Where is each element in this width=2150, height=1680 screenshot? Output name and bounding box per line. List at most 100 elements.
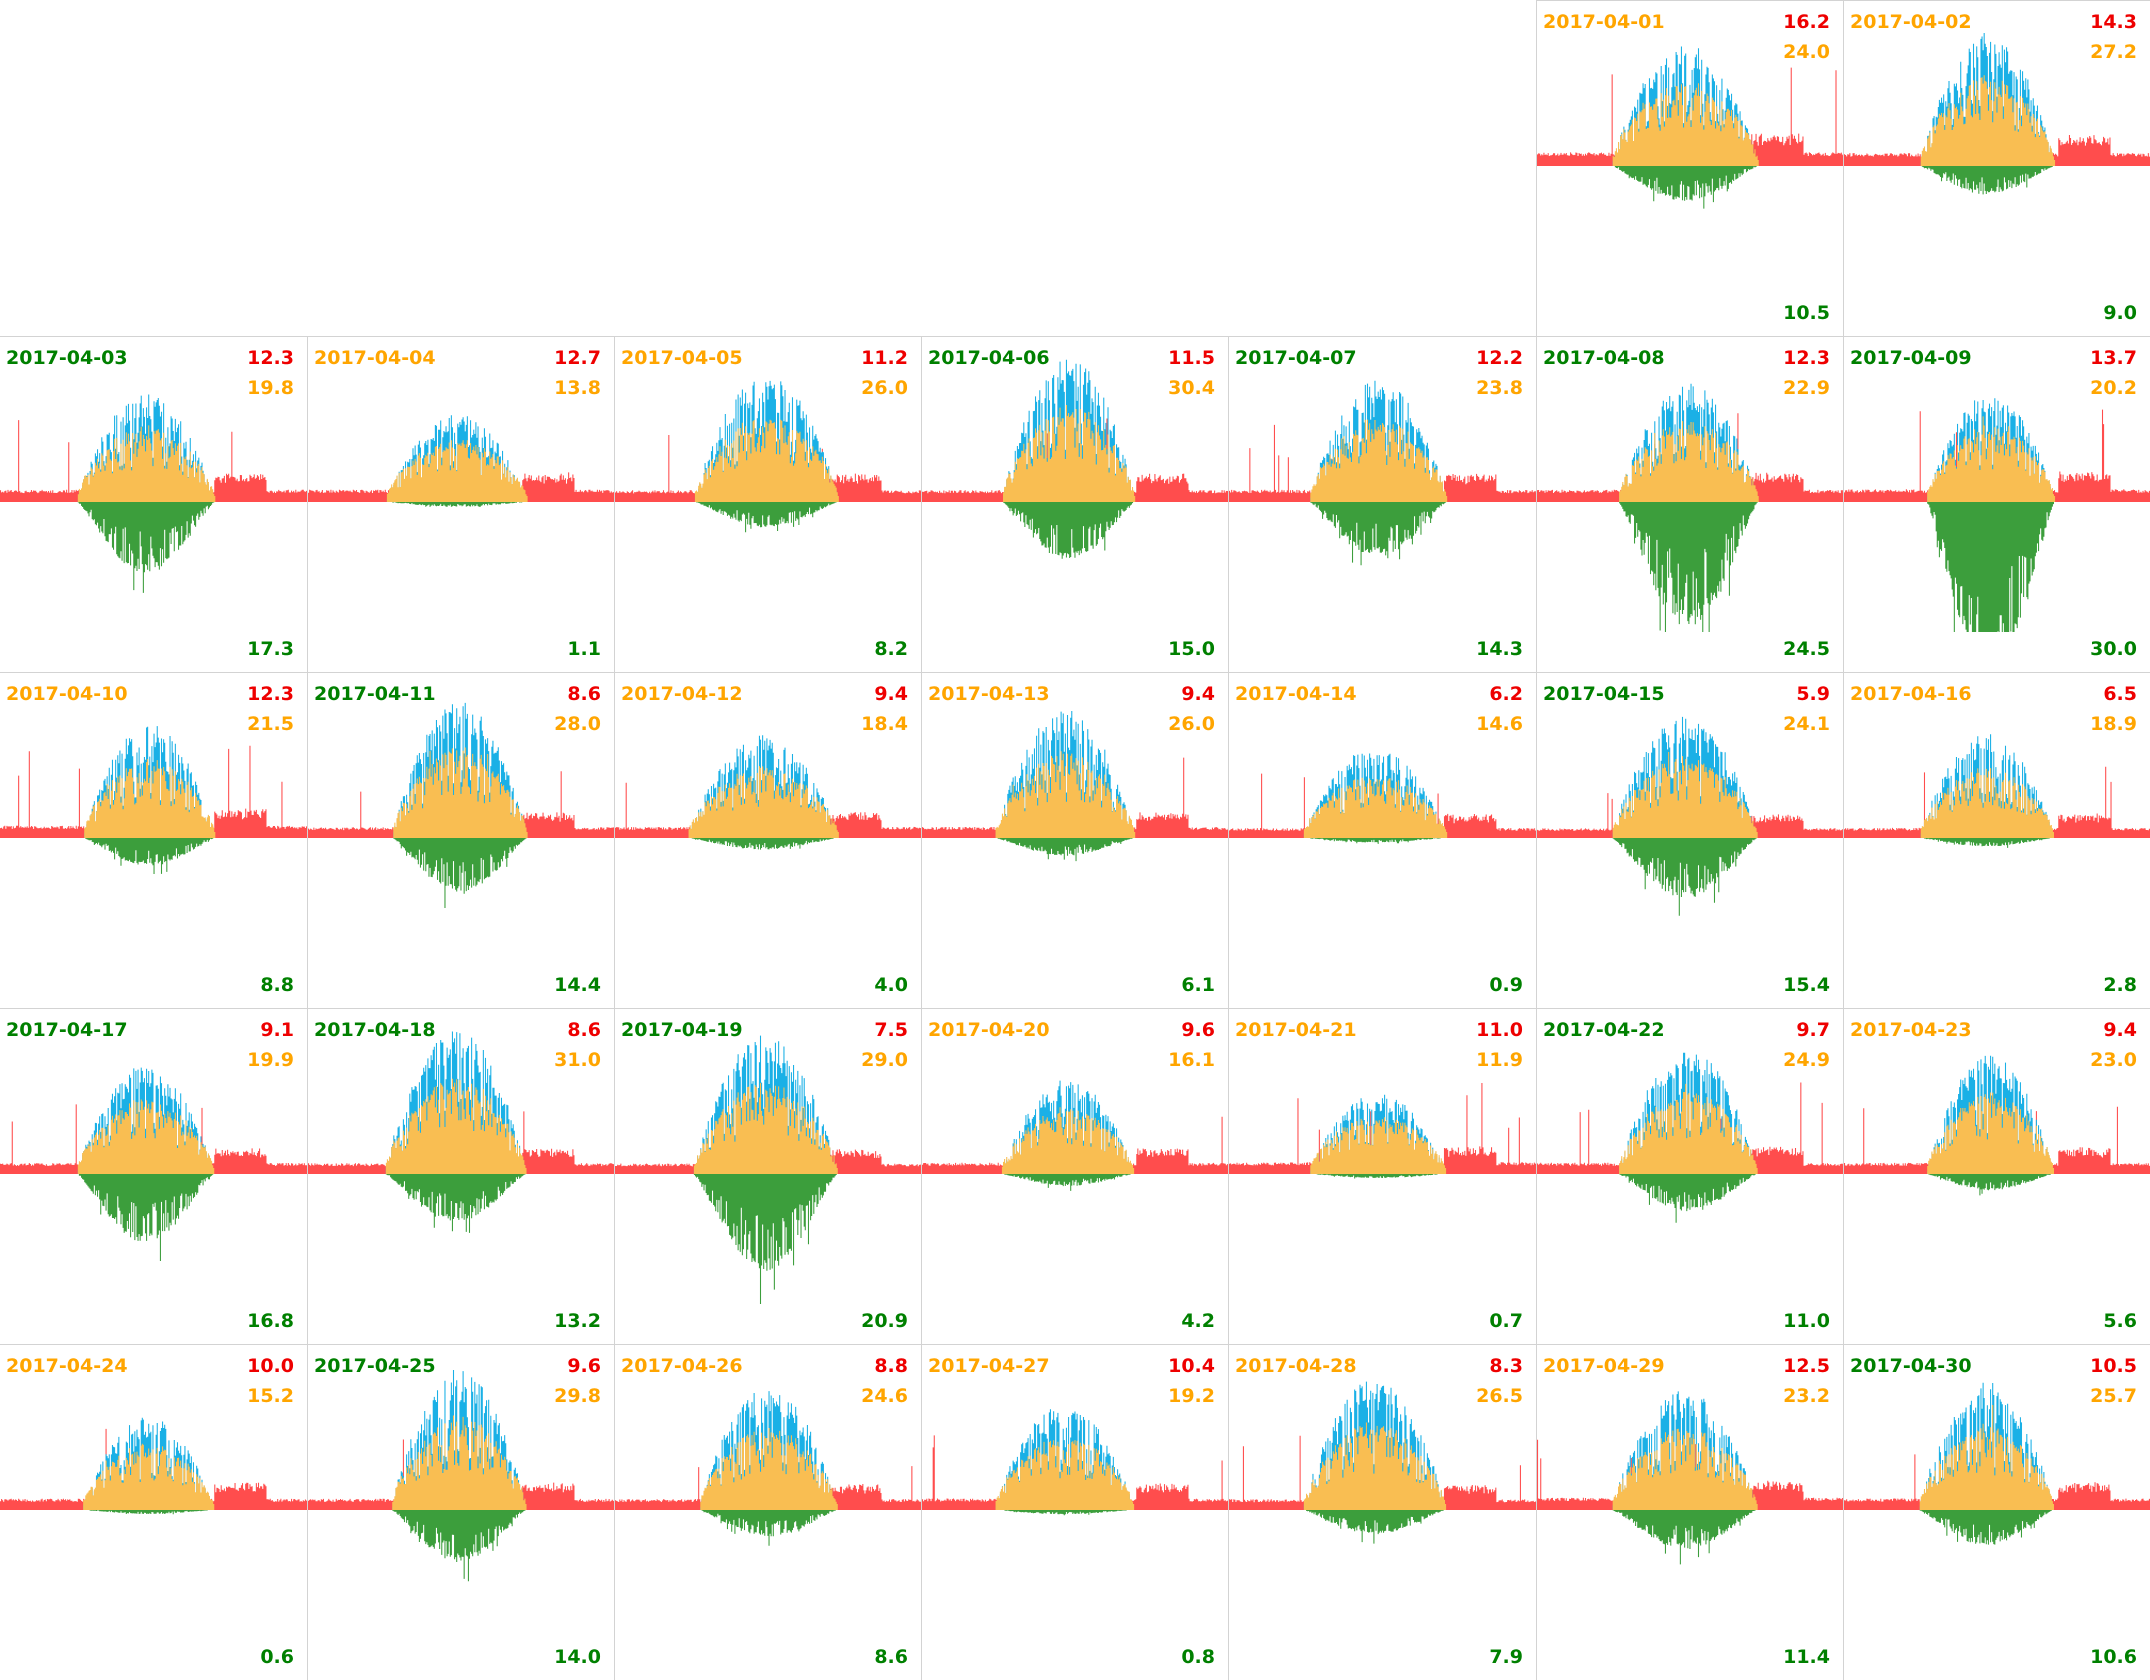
day-chart bbox=[615, 380, 921, 533]
export-label: 14.3 bbox=[1476, 638, 1523, 660]
consumption-area bbox=[308, 1111, 614, 1174]
export-label: 8.2 bbox=[874, 638, 908, 660]
day-chart bbox=[922, 1080, 1228, 1191]
generation-label: 28.0 bbox=[554, 713, 601, 735]
consumption-label: 14.3 bbox=[2090, 11, 2137, 33]
self-consumed-area bbox=[84, 759, 216, 838]
day-cell: 2017-04-18 8.6 31.0 13.2 bbox=[307, 1008, 614, 1344]
export-area bbox=[1004, 1510, 1127, 1516]
consumption-area bbox=[1844, 409, 2150, 502]
consumption-area bbox=[0, 420, 307, 502]
date-label: 2017-04-12 bbox=[621, 683, 743, 705]
generation-label: 27.2 bbox=[2090, 41, 2137, 63]
export-area bbox=[696, 502, 837, 533]
day-cell: 2017-04-17 9.1 19.9 16.8 bbox=[0, 1008, 307, 1344]
date-label: 2017-04-10 bbox=[6, 683, 128, 705]
day-cell: 2017-04-22 9.7 24.9 11.0 bbox=[1536, 1008, 1843, 1344]
self-consumed-area bbox=[1920, 768, 2054, 838]
day-chart bbox=[922, 1409, 1228, 1516]
export-label: 8.6 bbox=[874, 1646, 908, 1668]
day-cell: 2017-04-08 12.3 22.9 24.5 bbox=[1536, 336, 1843, 672]
consumption-label: 12.2 bbox=[1476, 347, 1523, 369]
self-consumed-area bbox=[1619, 421, 1759, 502]
day-chart bbox=[1844, 33, 2150, 195]
day-cell: 2017-04-15 5.9 24.1 15.4 bbox=[1536, 672, 1843, 1008]
generation-label: 29.0 bbox=[861, 1049, 908, 1071]
day-chart bbox=[0, 1417, 307, 1515]
export-area bbox=[1921, 166, 2053, 195]
date-label: 2017-04-18 bbox=[314, 1019, 436, 1041]
self-consumed-area bbox=[1310, 1117, 1447, 1174]
export-label: 20.9 bbox=[861, 1310, 908, 1332]
export-area bbox=[85, 838, 214, 874]
export-area bbox=[392, 502, 523, 507]
consumption-label: 10.0 bbox=[247, 1355, 294, 1377]
export-label: 24.5 bbox=[1783, 638, 1830, 660]
export-label: 30.0 bbox=[2090, 638, 2137, 660]
date-label: 2017-04-05 bbox=[621, 347, 743, 369]
day-chart bbox=[308, 1031, 614, 1233]
consumption-label: 8.3 bbox=[1489, 1355, 1523, 1377]
export-label: 15.0 bbox=[1168, 638, 1215, 660]
export-label: 14.4 bbox=[554, 974, 601, 996]
generation-label: 18.9 bbox=[2090, 713, 2137, 735]
generation-label: 23.8 bbox=[1476, 377, 1523, 399]
self-consumed-area bbox=[700, 1428, 838, 1510]
export-label: 10.6 bbox=[2090, 1646, 2137, 1668]
export-label: 1.1 bbox=[567, 638, 601, 660]
consumption-label: 9.4 bbox=[874, 683, 908, 705]
date-label: 2017-04-04 bbox=[314, 347, 436, 369]
export-label: 6.1 bbox=[1181, 974, 1215, 996]
generation-label: 19.2 bbox=[1168, 1385, 1215, 1407]
consumption-label: 11.5 bbox=[1168, 347, 1215, 369]
consumption-label: 11.0 bbox=[1476, 1019, 1523, 1041]
date-label: 2017-04-20 bbox=[928, 1019, 1050, 1041]
date-label: 2017-04-27 bbox=[928, 1355, 1050, 1377]
date-label: 2017-04-29 bbox=[1543, 1355, 1665, 1377]
export-label: 11.4 bbox=[1783, 1646, 1830, 1668]
day-chart bbox=[1537, 46, 1843, 209]
date-label: 2017-04-15 bbox=[1543, 683, 1665, 705]
self-consumed-area bbox=[77, 425, 216, 502]
export-label: 13.2 bbox=[554, 1310, 601, 1332]
consumption-label: 9.4 bbox=[2103, 1019, 2137, 1041]
consumption-area bbox=[1229, 773, 1536, 838]
consumption-area bbox=[1844, 766, 2150, 838]
day-chart bbox=[922, 711, 1228, 862]
date-label: 2017-04-13 bbox=[928, 683, 1050, 705]
day-chart bbox=[1229, 1381, 1536, 1544]
consumption-label: 8.6 bbox=[567, 1019, 601, 1041]
day-cell: 2017-04-07 12.2 23.8 14.3 bbox=[1228, 336, 1536, 672]
day-cell: 2017-04-03 12.3 19.8 17.3 bbox=[0, 336, 307, 672]
date-label: 2017-04-09 bbox=[1850, 347, 1972, 369]
export-area bbox=[693, 1174, 837, 1304]
export-area bbox=[1316, 1174, 1438, 1179]
day-cell: 2017-04-13 9.4 26.0 6.1 bbox=[921, 672, 1228, 1008]
consumption-label: 9.6 bbox=[567, 1355, 601, 1377]
consumption-label: 9.7 bbox=[1796, 1019, 1830, 1041]
generation-label: 22.9 bbox=[1783, 377, 1830, 399]
consumption-area bbox=[922, 1435, 1228, 1510]
consumption-area bbox=[308, 472, 614, 502]
consumption-area bbox=[1844, 1106, 2150, 1174]
date-label: 2017-04-24 bbox=[6, 1355, 128, 1377]
self-consumed-area bbox=[1003, 405, 1136, 502]
consumption-area bbox=[308, 1439, 614, 1510]
consumption-area bbox=[1844, 1436, 2150, 1510]
self-consumed-area bbox=[1612, 1428, 1758, 1510]
generation-label: 19.8 bbox=[247, 377, 294, 399]
generation-label: 24.9 bbox=[1783, 1049, 1830, 1071]
generation-label: 29.8 bbox=[554, 1385, 601, 1407]
day-cell: 2017-04-19 7.5 29.0 20.9 bbox=[614, 1008, 921, 1344]
consumption-label: 12.3 bbox=[247, 683, 294, 705]
export-label: 5.6 bbox=[2103, 1310, 2137, 1332]
consumption-label: 9.1 bbox=[260, 1019, 294, 1041]
self-consumed-area bbox=[693, 1083, 838, 1174]
consumption-label: 6.2 bbox=[1489, 683, 1523, 705]
consumption-area bbox=[1537, 413, 1843, 502]
day-chart bbox=[1229, 753, 1536, 844]
date-label: 2017-04-23 bbox=[1850, 1019, 1972, 1041]
day-chart bbox=[0, 726, 307, 874]
day-cell: 2017-04-04 12.7 13.8 1.1 bbox=[307, 336, 614, 672]
export-area bbox=[1919, 1510, 2052, 1545]
